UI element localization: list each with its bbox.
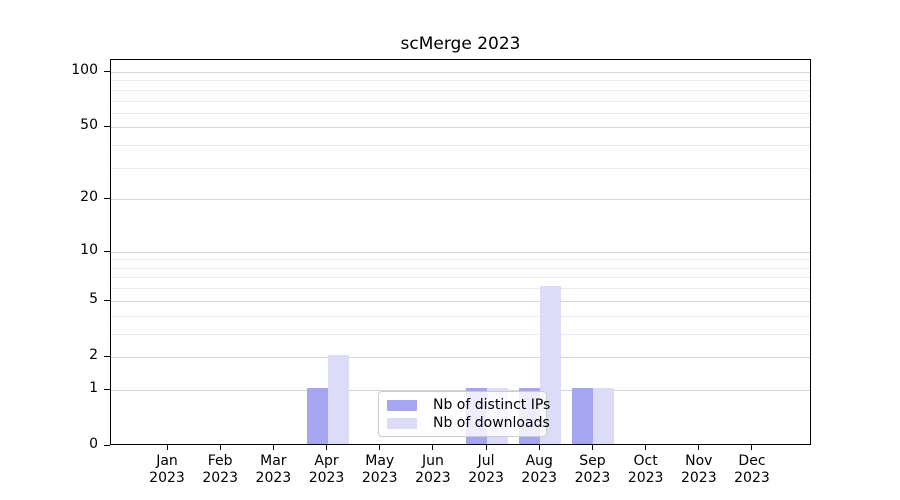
minor-gridline bbox=[111, 315, 810, 317]
bar-downloads bbox=[593, 387, 615, 444]
y-tick bbox=[104, 250, 110, 252]
major-gridline bbox=[111, 300, 810, 302]
bar-downloads bbox=[327, 354, 349, 444]
major-gridline bbox=[111, 71, 810, 73]
major-gridline bbox=[111, 199, 810, 201]
major-gridline bbox=[111, 389, 810, 391]
x-tick-label: Jun 2023 bbox=[415, 453, 451, 486]
x-tick bbox=[645, 445, 647, 450]
x-tick bbox=[591, 445, 593, 450]
x-tick bbox=[485, 445, 487, 450]
y-tick-label: 50 bbox=[80, 117, 98, 134]
chart-title: scMerge 2023 bbox=[400, 34, 521, 54]
x-tick-label: Mar 2023 bbox=[255, 453, 292, 486]
x-tick-label: Sep 2023 bbox=[574, 453, 611, 486]
minor-gridline bbox=[111, 100, 810, 102]
major-gridline bbox=[111, 356, 810, 358]
minor-gridline bbox=[111, 288, 810, 290]
x-tick bbox=[166, 445, 168, 450]
y-tick-label: 2 bbox=[89, 346, 98, 363]
major-gridline bbox=[111, 251, 810, 253]
x-tick bbox=[379, 445, 381, 450]
y-tick bbox=[104, 388, 110, 390]
x-tick-label: Dec 2023 bbox=[734, 453, 770, 486]
bar-distinct-ips bbox=[306, 387, 328, 444]
y-tick-label: 1 bbox=[89, 379, 98, 396]
x-tick bbox=[698, 445, 700, 450]
x-tick bbox=[219, 445, 221, 450]
x-tick bbox=[751, 445, 753, 450]
minor-gridline bbox=[111, 89, 810, 91]
y-tick-label: 10 bbox=[80, 241, 98, 258]
legend-item-distinct-ips: Nb of distinct IPs bbox=[387, 396, 550, 414]
legend-label-downloads: Nb of downloads bbox=[433, 415, 550, 431]
x-tick bbox=[326, 445, 328, 450]
x-tick-label: Feb 2023 bbox=[202, 453, 238, 486]
x-tick bbox=[538, 445, 540, 450]
y-tick-label: 100 bbox=[71, 61, 98, 78]
y-tick bbox=[104, 355, 110, 357]
y-tick-label: 20 bbox=[80, 189, 98, 206]
distinct-ips-swatch-icon bbox=[387, 399, 417, 411]
y-tick bbox=[104, 445, 110, 446]
minor-gridline bbox=[111, 145, 810, 147]
x-tick-label: Nov 2023 bbox=[680, 453, 717, 486]
plot-area bbox=[110, 59, 811, 445]
x-tick-label: May 2023 bbox=[361, 453, 398, 486]
y-tick-label: 5 bbox=[89, 290, 98, 307]
minor-gridline bbox=[111, 167, 810, 169]
minor-gridline bbox=[111, 333, 810, 335]
x-tick-label: Apr 2023 bbox=[308, 453, 345, 486]
x-tick-label: Jul 2023 bbox=[468, 453, 504, 486]
y-tick-label: 0 bbox=[89, 436, 98, 452]
y-tick bbox=[104, 126, 110, 128]
x-tick bbox=[272, 445, 274, 450]
downloads-swatch-icon bbox=[387, 417, 417, 429]
x-tick bbox=[432, 445, 434, 450]
y-tick bbox=[104, 299, 110, 301]
legend: Nb of distinct IPs Nb of downloads bbox=[378, 391, 550, 437]
minor-gridline bbox=[111, 267, 810, 269]
x-tick-label: Aug 2023 bbox=[521, 453, 558, 486]
minor-gridline bbox=[111, 80, 810, 82]
minor-gridline bbox=[111, 277, 810, 279]
legend-label-distinct-ips: Nb of distinct IPs bbox=[433, 397, 551, 413]
y-tick bbox=[104, 198, 110, 200]
x-tick-label: Oct 2023 bbox=[627, 453, 664, 486]
minor-gridline bbox=[111, 112, 810, 114]
x-tick-label: Jan 2023 bbox=[149, 453, 185, 486]
bar-distinct-ips bbox=[572, 387, 594, 444]
major-gridline bbox=[111, 127, 810, 129]
legend-item-downloads: Nb of downloads bbox=[387, 414, 550, 432]
y-tick bbox=[104, 70, 110, 72]
minor-gridline bbox=[111, 259, 810, 261]
